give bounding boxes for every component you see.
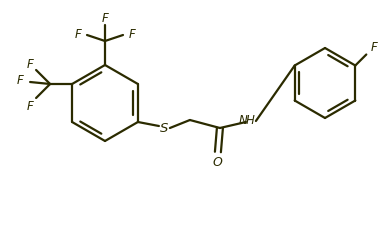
Text: F: F [17, 74, 23, 87]
Text: F: F [102, 12, 108, 24]
Text: S: S [160, 122, 168, 135]
Text: F: F [129, 27, 135, 40]
Text: F: F [75, 27, 81, 40]
Text: F: F [27, 100, 34, 113]
Text: F: F [27, 57, 34, 70]
Text: N: N [239, 114, 247, 127]
Text: H: H [246, 114, 255, 127]
Text: O: O [213, 155, 223, 168]
Text: F: F [371, 41, 378, 54]
